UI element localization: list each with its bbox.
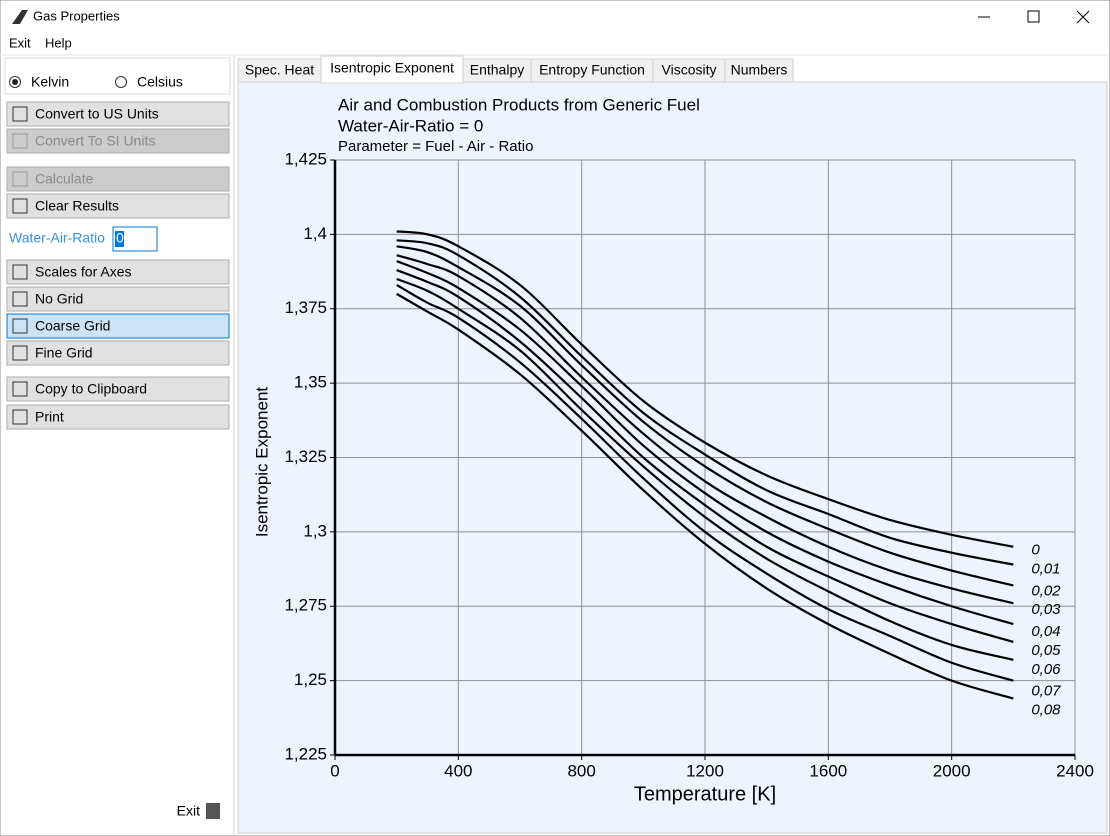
button[interactable]	[6, 340, 230, 366]
input-value[interactable]: 0	[116, 230, 124, 246]
series-line	[396, 269, 1014, 644]
input-selection	[115, 231, 124, 247]
button-label[interactable]: Clear Results	[35, 198, 119, 214]
exit-icon[interactable]	[206, 803, 220, 819]
y-axis-label: Isentropic Exponent	[252, 387, 271, 538]
button[interactable]	[6, 193, 230, 219]
y-tick-label: 1,3	[303, 521, 327, 540]
x-tick-label: 1600	[809, 761, 847, 780]
button-icon	[12, 409, 28, 425]
window-title: Gas Properties	[33, 8, 120, 23]
series-line	[396, 245, 1014, 587]
button[interactable]	[6, 259, 230, 285]
series-label: 0	[1031, 542, 1040, 559]
series-line	[396, 292, 1014, 700]
button[interactable]	[6, 166, 230, 192]
button-label[interactable]: Fine Grid	[35, 345, 93, 361]
series-line	[396, 239, 1014, 566]
y-tick-label: 1,425	[284, 149, 327, 168]
button-icon	[12, 345, 28, 361]
menu-item[interactable]: Exit	[9, 35, 31, 50]
field-label: Water-Air-Ratio	[9, 230, 105, 246]
series-line	[396, 283, 1014, 682]
button[interactable]	[6, 128, 230, 154]
button-icon	[12, 133, 28, 149]
button-label[interactable]: Print	[35, 409, 64, 425]
radio-button[interactable]	[115, 76, 127, 88]
button-icon	[12, 198, 28, 214]
series-line	[396, 260, 1014, 626]
x-tick-label: 1200	[686, 761, 724, 780]
series-label: 0,02	[1031, 582, 1061, 599]
y-tick-label: 1,225	[284, 744, 327, 763]
series-line	[396, 230, 1014, 548]
button-label[interactable]: Calculate	[35, 171, 94, 187]
x-tick-label: 2000	[933, 761, 971, 780]
button[interactable]	[6, 286, 230, 312]
tab[interactable]	[320, 55, 464, 84]
series-label: 0,07	[1031, 683, 1061, 700]
button-icon	[12, 381, 28, 397]
x-axis-label: Temperature [K]	[634, 783, 776, 805]
x-tick-label: 0	[330, 761, 339, 780]
button-icon	[12, 318, 28, 334]
tab-label[interactable]: Spec. Heat	[245, 62, 314, 78]
series-label: 0,08	[1031, 701, 1061, 718]
close-button[interactable]	[1076, 10, 1090, 24]
y-tick-label: 1,375	[284, 298, 327, 317]
series-label: 0,05	[1031, 642, 1061, 659]
tab-label[interactable]: Enthalpy	[470, 62, 524, 78]
radio-dot	[12, 79, 18, 85]
button[interactable]	[6, 376, 230, 402]
button-label[interactable]: Convert To SI Units	[35, 133, 155, 149]
button-icon	[12, 171, 28, 187]
series-label: 0,06	[1031, 661, 1061, 678]
button-icon	[12, 106, 28, 122]
button-label[interactable]: Scales for Axes	[35, 264, 132, 280]
button[interactable]	[6, 101, 230, 127]
tab-label[interactable]: Entropy Function	[539, 62, 645, 78]
y-tick-label: 1,4	[303, 224, 327, 243]
button-icon	[12, 291, 28, 307]
y-tick-label: 1,25	[294, 670, 327, 689]
chart-title: Air and Combustion Products from Generic…	[338, 95, 700, 114]
series-line	[396, 277, 1014, 661]
radio-label[interactable]: Kelvin	[31, 74, 69, 90]
button[interactable]	[6, 404, 230, 430]
y-tick-label: 1,275	[284, 596, 327, 615]
unit-group	[4, 57, 231, 95]
radio-label[interactable]: Celsius	[137, 74, 183, 90]
series-label: 0,01	[1031, 561, 1060, 578]
maximize-button[interactable]	[1027, 10, 1040, 23]
series-line	[396, 254, 1014, 605]
button-label[interactable]: Coarse Grid	[35, 318, 110, 334]
button[interactable]	[6, 313, 230, 339]
chart-parameter: Parameter = Fuel - Air - Ratio	[338, 138, 533, 155]
y-tick-label: 1,325	[284, 447, 327, 466]
y-tick-label: 1,35	[294, 373, 327, 392]
x-tick-label: 400	[444, 761, 472, 780]
menu-item[interactable]: Help	[45, 35, 72, 50]
app-icon	[12, 10, 28, 24]
tab[interactable]	[724, 58, 794, 83]
series-label: 0,04	[1031, 623, 1060, 640]
tab-label[interactable]: Numbers	[731, 62, 788, 78]
button-label[interactable]: Copy to Clipboard	[35, 381, 147, 397]
tab-label[interactable]: Isentropic Exponent	[330, 60, 454, 76]
tab-label[interactable]: Viscosity	[662, 62, 717, 78]
button-label[interactable]: No Grid	[35, 291, 83, 307]
series-label: 0,03	[1031, 601, 1061, 618]
button-icon	[12, 264, 28, 280]
x-tick-label: 2400	[1056, 761, 1094, 780]
x-tick-label: 800	[567, 761, 595, 780]
exit-link[interactable]: Exit	[177, 803, 200, 819]
chart-subtitle: Water-Air-Ratio = 0	[338, 116, 483, 135]
button-label[interactable]: Convert to US Units	[35, 106, 159, 122]
